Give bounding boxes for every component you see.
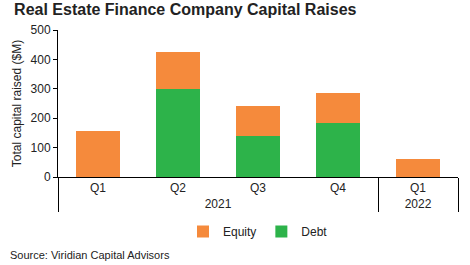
svg-text:200: 200 (31, 111, 51, 125)
svg-text:Q1: Q1 (410, 181, 426, 195)
svg-text:300: 300 (31, 82, 51, 96)
svg-text:Real Estate Finance Company Ca: Real Estate Finance Company Capital Rais… (14, 1, 356, 18)
svg-text:0: 0 (44, 170, 51, 184)
svg-text:400: 400 (31, 53, 51, 67)
svg-text:2021: 2021 (205, 197, 232, 211)
svg-text:Q2: Q2 (170, 181, 186, 195)
svg-text:Total capital raised ($M): Total capital raised ($M) (10, 40, 24, 167)
svg-text:Equity: Equity (223, 225, 256, 239)
svg-text:100: 100 (31, 141, 51, 155)
svg-text:Q4: Q4 (330, 181, 346, 195)
svg-text:500: 500 (31, 23, 51, 37)
svg-text:Q3: Q3 (250, 181, 266, 195)
svg-text:2022: 2022 (405, 197, 432, 211)
svg-text:Debt: Debt (301, 225, 327, 239)
svg-text:Q1: Q1 (90, 181, 106, 195)
svg-text:Source: Viridian Capital Advis: Source: Viridian Capital Advisors (10, 249, 170, 261)
